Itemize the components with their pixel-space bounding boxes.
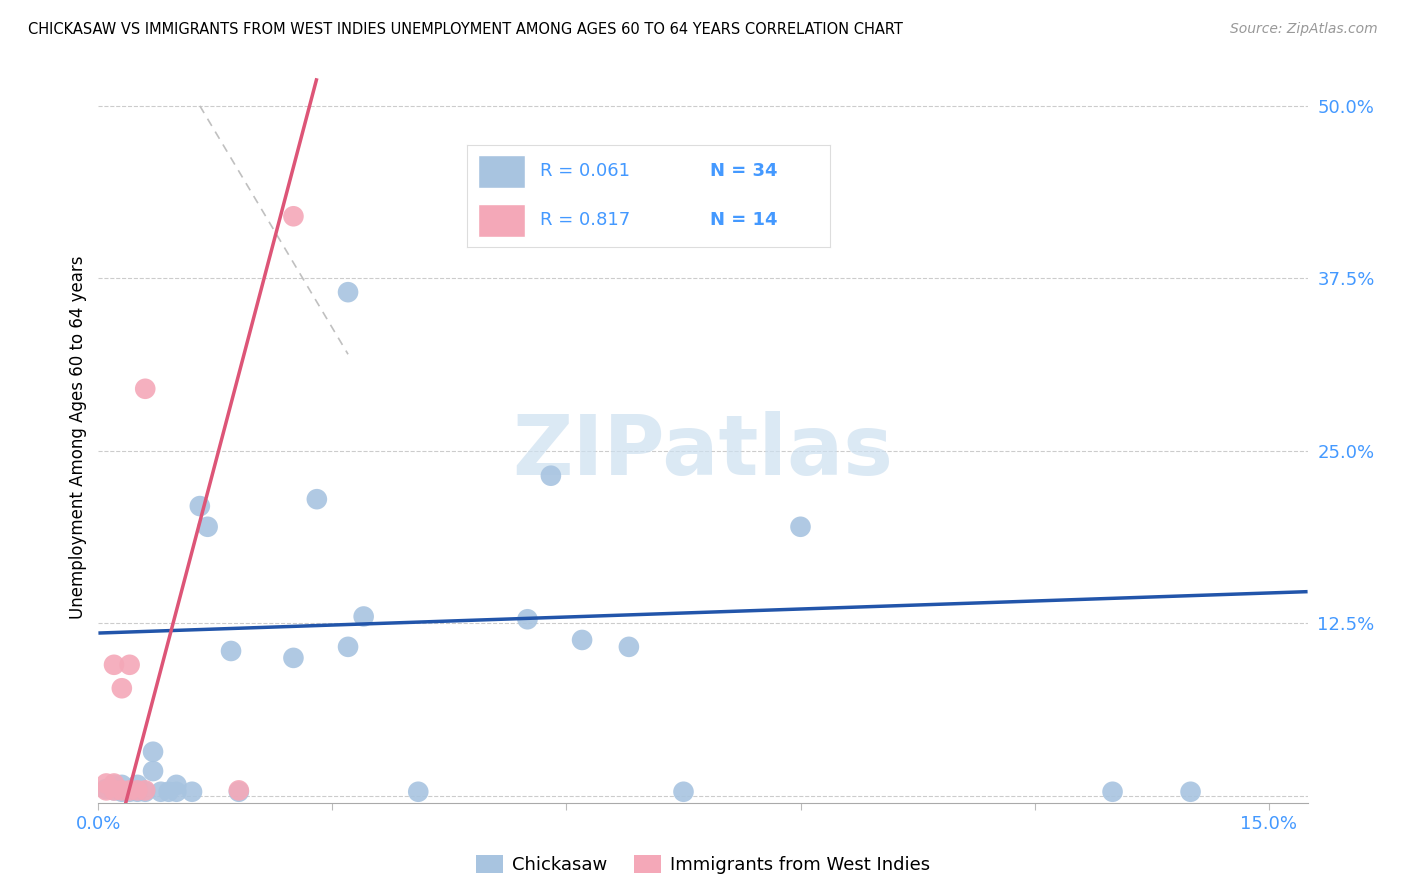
Point — [127, 785, 149, 799]
Point — [142, 745, 165, 759]
Point — [118, 785, 141, 799]
Point — [219, 644, 242, 658]
Point — [181, 785, 204, 799]
Point — [1180, 785, 1202, 799]
Point — [188, 499, 211, 513]
Point — [337, 640, 360, 654]
Text: ZIPatlas: ZIPatlas — [513, 411, 893, 492]
Point — [165, 778, 187, 792]
Legend: Chickasaw, Immigrants from West Indies: Chickasaw, Immigrants from West Indies — [468, 847, 938, 881]
Point — [149, 785, 172, 799]
Point — [157, 785, 180, 799]
Text: CHICKASAW VS IMMIGRANTS FROM WEST INDIES UNEMPLOYMENT AMONG AGES 60 TO 64 YEARS : CHICKASAW VS IMMIGRANTS FROM WEST INDIES… — [28, 22, 903, 37]
Point — [789, 520, 811, 534]
Point — [127, 783, 149, 797]
Point — [103, 776, 125, 790]
Point — [103, 783, 125, 797]
Point — [142, 764, 165, 778]
Point — [111, 681, 134, 696]
Point — [134, 382, 156, 396]
Point — [1101, 785, 1123, 799]
Point — [305, 492, 328, 507]
Point — [103, 778, 125, 792]
Point — [103, 783, 125, 797]
Point — [134, 785, 156, 799]
Point — [118, 783, 141, 797]
Point — [353, 609, 375, 624]
Point — [283, 651, 305, 665]
Point — [111, 785, 134, 799]
Point — [283, 209, 305, 223]
Point — [337, 285, 360, 300]
Point — [111, 783, 134, 797]
Point — [228, 785, 250, 799]
Point — [118, 657, 141, 672]
Text: Source: ZipAtlas.com: Source: ZipAtlas.com — [1230, 22, 1378, 37]
Point — [127, 778, 149, 792]
Point — [96, 776, 118, 790]
Point — [134, 783, 156, 797]
Point — [96, 783, 118, 797]
Point — [617, 640, 640, 654]
Point — [540, 468, 562, 483]
Point — [228, 783, 250, 797]
Point — [672, 785, 695, 799]
Point — [197, 520, 219, 534]
Point — [103, 657, 125, 672]
Point — [165, 785, 187, 799]
Point — [516, 612, 538, 626]
Point — [111, 778, 134, 792]
Point — [571, 632, 593, 647]
Y-axis label: Unemployment Among Ages 60 to 64 years: Unemployment Among Ages 60 to 64 years — [69, 255, 87, 619]
Point — [96, 782, 118, 797]
Point — [406, 785, 429, 799]
